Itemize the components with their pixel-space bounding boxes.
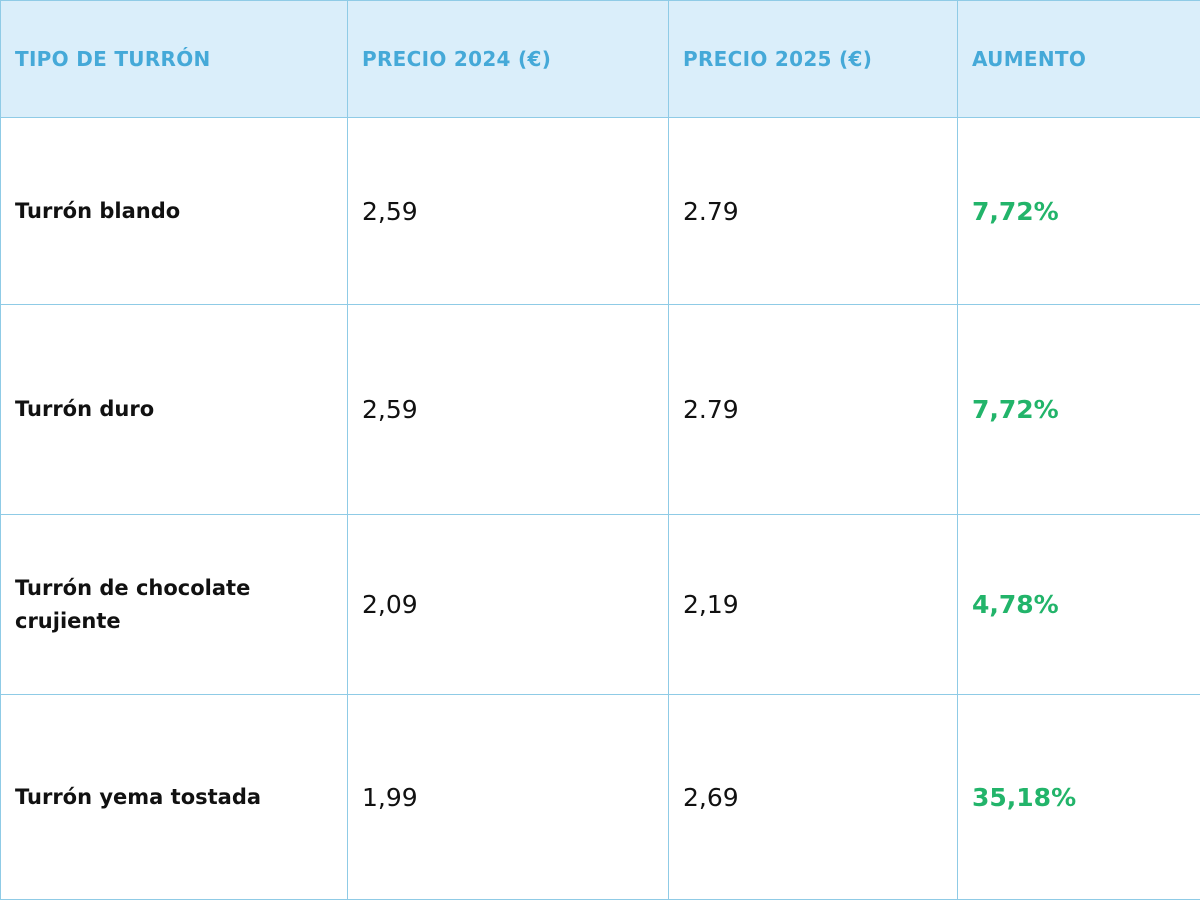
product-cell: Turrón de chocolate crujiente <box>0 514 348 695</box>
increase-cell: 4,78% <box>957 514 1200 695</box>
product-cell: Turrón yema tostada <box>0 694 348 900</box>
header-cell: PRECIO 2024 (€) <box>347 0 669 118</box>
increase-cell: 7,72% <box>957 117 1200 305</box>
product-cell: Turrón duro <box>0 304 348 515</box>
table-row: Turrón yema tostada 1,99 2,69 35,18% <box>0 694 1200 900</box>
price-cell: 1,99 <box>347 694 669 900</box>
header-cell: PRECIO 2025 (€) <box>668 0 958 118</box>
table-row: Turrón duro 2,59 2.79 7,72% <box>0 304 1200 515</box>
price-cell: 2.79 <box>668 117 958 305</box>
price-cell: 2,59 <box>347 117 669 305</box>
header-row: TIPO DE TURRÓN PRECIO 2024 (€) PRECIO 2025… <box>0 0 1200 118</box>
header-cell: AUMENTO <box>957 0 1200 118</box>
price-cell: 2,19 <box>668 514 958 695</box>
price-cell: 2,09 <box>347 514 669 695</box>
price-cell: 2,69 <box>668 694 958 900</box>
increase-cell: 35,18% <box>957 694 1200 900</box>
table-body: Turrón blando 2,59 2.79 7,72% Turrón duro 2,5… <box>0 117 1200 900</box>
product-cell: Turrón blando <box>0 117 348 305</box>
price-cell: 2,59 <box>347 304 669 515</box>
header-cell: TIPO DE TURRÓN <box>0 0 348 118</box>
increase-cell: 7,72% <box>957 304 1200 515</box>
table-row: Turrón de chocolate crujiente 2,09 2,19 4,7… <box>0 514 1200 695</box>
table-row: Turrón blando 2,59 2.79 7,72% <box>0 117 1200 305</box>
price-cell: 2.79 <box>668 304 958 515</box>
